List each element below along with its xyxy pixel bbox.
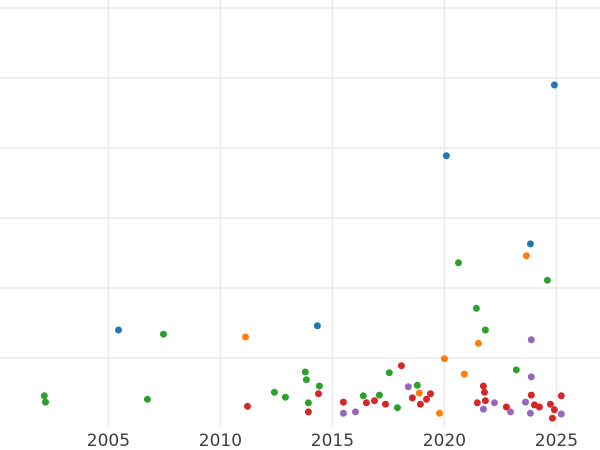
series-red-point: [408, 394, 416, 402]
series-orange-point: [522, 252, 530, 260]
series-green-point: [315, 382, 323, 390]
series-blue-point: [115, 326, 122, 334]
series-blue-point: [442, 152, 450, 160]
series-red-point: [244, 402, 251, 410]
series-blue-point: [550, 81, 558, 89]
series-red-point: [548, 414, 556, 422]
series-green-point: [472, 304, 480, 312]
series-orange-point: [242, 333, 249, 341]
series-red-point: [550, 406, 558, 414]
series-green-point: [40, 392, 48, 400]
series-green-point: [512, 366, 520, 374]
series-red-point: [481, 388, 488, 396]
series-red-point: [427, 390, 434, 398]
series-red-point: [397, 362, 405, 370]
series-red-point: [416, 400, 424, 408]
gridlines: [0, 0, 600, 427]
series-red-point: [481, 397, 489, 405]
series-red-point: [315, 390, 322, 398]
series-orange-point: [474, 339, 482, 347]
series-green-point: [375, 391, 383, 399]
series-purple-point: [490, 399, 498, 407]
series-purple-point: [557, 410, 565, 418]
x-axis-tick-labels: 2005 2010 2015 2020 2025: [87, 431, 578, 450]
series-purple-point: [352, 408, 359, 416]
series-green-point: [393, 404, 401, 412]
x-tick-label: 2020: [423, 431, 466, 450]
series-orange-point: [440, 355, 448, 363]
series-green-point: [481, 326, 489, 334]
series-red-point: [502, 403, 510, 411]
series-green-point: [543, 276, 551, 284]
series-green-point: [413, 381, 421, 389]
series-blue-point: [526, 240, 534, 248]
series-blue-point: [313, 322, 321, 330]
series-purple-point: [339, 409, 347, 417]
x-tick-label: 2025: [535, 431, 578, 450]
x-tick-label: 2015: [311, 431, 354, 450]
series-green-point: [42, 398, 49, 406]
series-green-point: [359, 392, 367, 400]
series-green-point: [302, 376, 310, 384]
series-green-point: [301, 368, 309, 376]
x-tick-label: 2005: [87, 431, 130, 450]
series-red-point: [557, 392, 565, 400]
series-red-point: [382, 400, 389, 408]
series-red-point: [371, 397, 378, 405]
series-red-point: [535, 403, 543, 411]
series-green-point: [455, 259, 462, 267]
series-purple-point: [404, 383, 412, 391]
x-tick-label: 2010: [199, 431, 242, 450]
series-green-point: [160, 330, 167, 338]
series-red-point: [339, 398, 347, 406]
series-purple-point: [527, 336, 535, 344]
series-red-point: [304, 408, 312, 416]
series-orange-point: [460, 370, 468, 378]
series-green-point: [270, 388, 278, 396]
series-purple-point: [526, 409, 534, 417]
series-orange-point: [415, 389, 423, 397]
series-purple-point: [527, 373, 535, 381]
series-green-point: [281, 393, 289, 401]
data-points: [40, 81, 565, 422]
series-orange-point: [436, 409, 443, 417]
series-purple-point: [507, 408, 514, 416]
series-red-point: [479, 382, 487, 390]
series-red-point: [362, 399, 370, 407]
series-red-point: [473, 399, 481, 407]
series-red-point: [546, 400, 554, 408]
series-red-point: [527, 391, 535, 399]
series-green-point: [143, 395, 151, 403]
series-purple-point: [479, 405, 487, 413]
series-red-point: [423, 395, 430, 403]
series-green-point: [385, 369, 393, 377]
series-purple-point: [522, 398, 529, 406]
series-green-point: [304, 399, 312, 407]
